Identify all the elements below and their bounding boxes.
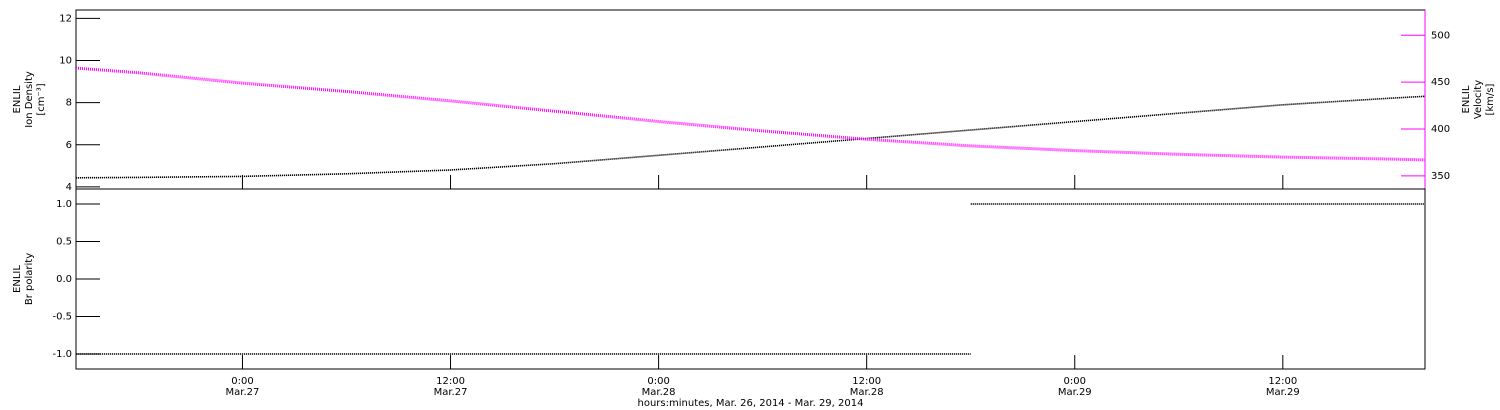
y-axis-label: Br polarity	[24, 253, 35, 305]
y2-tick-label: 450	[1431, 77, 1450, 88]
data-line	[76, 203, 1425, 355]
y-axis-label: Ion Density	[24, 71, 35, 128]
plot-frame	[75, 188, 1426, 370]
y-tick-label: -0.5	[52, 312, 72, 323]
x-tick-date: Mar.28	[642, 387, 676, 398]
y2-axis-label: [km/s]	[1485, 83, 1496, 115]
x-tick-date: Mar.28	[850, 387, 884, 398]
x-tick-label: 12:00	[852, 376, 881, 387]
y2-tick-label: 350	[1431, 171, 1450, 182]
x-tick-label: 0:00	[647, 376, 669, 387]
y-tick-label: 1.0	[56, 199, 72, 210]
x-tick-label: 12:00	[1268, 376, 1297, 387]
y-tick-label: 0.5	[56, 237, 72, 248]
y-tick-label: 6	[66, 140, 72, 151]
y-axis-label: ENLIL	[12, 85, 23, 113]
x-tick-date: Mar.27	[226, 387, 260, 398]
y-tick-label: 10	[59, 56, 72, 67]
data-line	[75, 95, 1426, 179]
y2-tick-label: 400	[1431, 124, 1450, 135]
y-tick-label: 0.0	[56, 274, 72, 285]
y2-axis-label: ENLIL	[1461, 85, 1472, 113]
data-line	[75, 66, 1426, 162]
y-axis-label: [cm⁻³]	[36, 83, 47, 115]
y-tick-label: -1.0	[52, 349, 72, 360]
y2-tick-label: 500	[1431, 30, 1450, 41]
y-axis-label: ENLIL	[12, 265, 23, 293]
y2-axis-label: Velocity	[1473, 80, 1484, 119]
x-tick-label: 0:00	[1064, 376, 1086, 387]
x-tick-date: Mar.29	[1058, 387, 1092, 398]
x-axis-label: hours:minutes, Mar. 26, 2014 - Mar. 29, …	[638, 398, 864, 409]
plot-frame	[75, 9, 1426, 190]
y-tick-label: 4	[66, 182, 72, 193]
x-tick-label: 0:00	[231, 376, 253, 387]
x-tick-date: Mar.29	[1266, 387, 1300, 398]
y-tick-label: 12	[59, 13, 72, 24]
x-tick-date: Mar.27	[434, 387, 468, 398]
y-tick-label: 8	[66, 98, 72, 109]
x-tick-label: 12:00	[436, 376, 465, 387]
